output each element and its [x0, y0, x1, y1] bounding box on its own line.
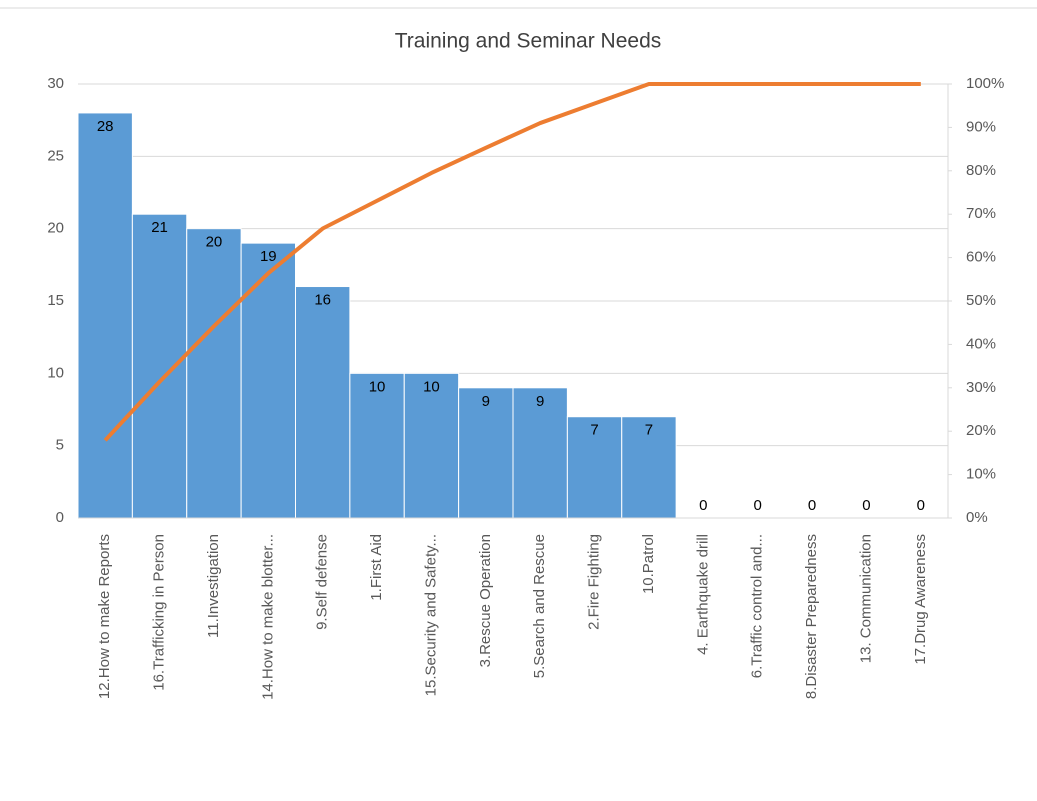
y-tick-label: 30: [47, 75, 64, 92]
bar: [403, 372, 460, 519]
data-label: 7: [645, 422, 653, 439]
data-label: 28: [97, 118, 114, 135]
x-tick-label: 2.Fire Fighting: [586, 534, 603, 630]
data-label: 10: [423, 378, 440, 395]
x-tick-label: 5.Search and Rescue: [531, 534, 548, 678]
bar: [349, 372, 405, 519]
data-label: 19: [260, 248, 277, 265]
y2-tick-label: 50%: [966, 292, 996, 309]
bar: [295, 286, 351, 519]
y-tick-label: 5: [56, 437, 64, 454]
data-label: 0: [754, 497, 762, 514]
data-label: 20: [206, 234, 223, 251]
data-label: 0: [917, 497, 925, 514]
x-tick-label: 10.Patrol: [640, 534, 657, 594]
data-label: 0: [862, 497, 870, 514]
bar: [77, 112, 133, 519]
x-tick-label: 1.First Aid: [368, 534, 385, 601]
x-tick-label: 8.Disaster Preparedness: [803, 534, 820, 699]
cumulative-line: [103, 82, 921, 442]
x-tick-label: 11.Investigation: [205, 534, 222, 638]
y2-tick-label: 90%: [966, 118, 996, 135]
y2-tick-label: 60%: [966, 249, 996, 266]
chart-title: Training and Seminar Needs: [395, 30, 662, 53]
bar: [458, 387, 514, 519]
data-label: 0: [699, 497, 707, 514]
y-tick-label: 10: [47, 364, 64, 381]
x-tick-label: 16.Trafficking in Person: [151, 534, 168, 691]
x-tick-label: 9.Self defense: [314, 534, 331, 630]
y-tick-label: 0: [56, 509, 64, 526]
x-tick-label: 12.How to make Reports: [96, 534, 113, 699]
data-label: 21: [151, 219, 168, 236]
x-tick-label: 6.Traffic control and...: [749, 534, 766, 678]
y2-tick-label: 0%: [966, 509, 988, 526]
y2-tick-label: 100%: [966, 75, 1004, 92]
y-tick-label: 15: [47, 292, 64, 309]
x-tick-label: 4. Earthquake drill: [694, 534, 711, 655]
bar: [240, 242, 296, 519]
y2-tick-label: 10%: [966, 466, 996, 483]
y2-tick-label: 70%: [966, 205, 996, 222]
y2-tick-label: 80%: [966, 162, 996, 179]
bar: [131, 213, 188, 519]
x-tick-label: 13. Communication: [857, 534, 874, 663]
bar: [186, 228, 242, 519]
x-tick-label: 14.How to make blotter...: [259, 534, 276, 700]
x-tick-label: 3.Rescue Operation: [477, 534, 494, 667]
y2-tick-label: 40%: [966, 335, 996, 352]
data-label: 10: [369, 378, 386, 395]
data-label: 9: [536, 393, 544, 410]
data-label: 7: [590, 422, 598, 439]
y2-tick-label: 20%: [966, 422, 996, 439]
y2-tick-label: 30%: [966, 379, 996, 396]
data-label: 0: [808, 497, 816, 514]
data-label: 9: [482, 393, 490, 410]
x-tick-label: 15.Security and Safety...: [422, 534, 439, 696]
y-tick-label: 25: [47, 147, 64, 164]
y-tick-label: 20: [47, 220, 64, 237]
data-label: 16: [314, 292, 331, 309]
x-tick-label: 17.Drug Awareness: [912, 534, 929, 665]
